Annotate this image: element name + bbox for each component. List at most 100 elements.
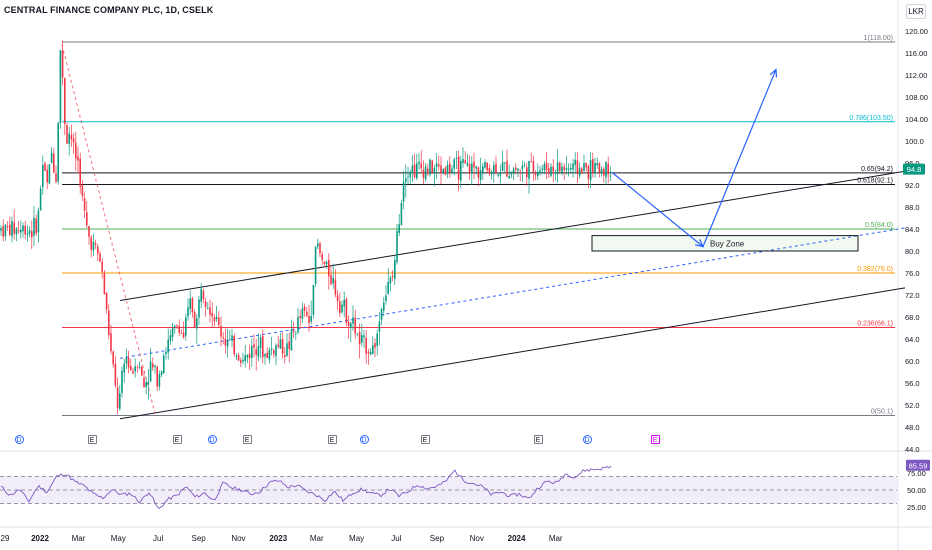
candle-body xyxy=(378,321,381,332)
price-tick-label: 104.00 xyxy=(905,115,928,124)
candle-body xyxy=(400,203,403,226)
candle-body xyxy=(28,230,31,234)
symbol-title: CENTRAL FINANCE COMPANY PLC, 1D, CSELK xyxy=(4,5,214,15)
candle-body xyxy=(385,295,387,302)
candle-body xyxy=(270,348,273,350)
price-tick-label: 88.0 xyxy=(905,203,920,212)
earnings-event-marker[interactable]: E xyxy=(420,435,430,444)
candle-body xyxy=(534,173,537,176)
candles-group xyxy=(0,40,612,415)
candle-body xyxy=(363,335,365,338)
candle-body xyxy=(545,162,548,171)
projection-arrow-up xyxy=(702,69,777,247)
candle-body xyxy=(290,329,293,351)
candle-body xyxy=(213,317,216,322)
candle-body xyxy=(121,370,123,393)
candle-body xyxy=(422,169,425,178)
candle-body xyxy=(369,351,372,355)
earnings-event-marker[interactable]: E xyxy=(533,435,543,444)
candle-body xyxy=(493,165,495,174)
candle-body xyxy=(402,181,405,202)
candle-body xyxy=(499,172,502,176)
earnings-event-marker[interactable]: E xyxy=(650,435,660,444)
candle-body xyxy=(334,279,337,295)
dividend-event-marker[interactable]: D xyxy=(582,435,592,444)
price-tick-label: 96.0 xyxy=(905,159,920,168)
dividend-event-marker[interactable]: D xyxy=(359,435,369,444)
candle-body xyxy=(504,162,506,164)
last-price-value: 94.8 xyxy=(907,165,922,174)
candle-body xyxy=(323,261,326,264)
candle-body xyxy=(325,262,328,265)
candle-body xyxy=(528,161,530,179)
candle-body xyxy=(75,142,77,159)
candle-body xyxy=(345,299,348,323)
candle-body xyxy=(55,173,57,182)
candle-body xyxy=(387,281,389,294)
candle-body xyxy=(523,165,526,167)
candle-body xyxy=(273,350,275,355)
candle-body xyxy=(149,361,152,382)
earnings-event-marker[interactable]: E xyxy=(87,435,97,444)
projection-arrow-down xyxy=(611,171,704,248)
candle-body xyxy=(576,160,579,175)
candle-body xyxy=(59,50,62,124)
currency-button[interactable]: LKR xyxy=(906,4,926,19)
candle-body xyxy=(169,335,172,341)
candle-body xyxy=(72,138,75,143)
rsi-value-tag xyxy=(906,459,930,471)
candle-body xyxy=(185,317,187,336)
candle-body xyxy=(220,325,222,337)
candle-body xyxy=(583,163,585,171)
price-tick-label: 100.0 xyxy=(905,137,924,146)
candle-body xyxy=(312,284,315,315)
candle-body xyxy=(119,393,121,409)
candle-body xyxy=(420,163,422,169)
candle-body xyxy=(180,333,183,334)
candle-body xyxy=(224,338,227,346)
candle-body xyxy=(39,188,42,211)
dividend-event-marker[interactable]: D xyxy=(14,435,24,444)
candle-body xyxy=(367,351,370,354)
dividend-event-marker[interactable]: D xyxy=(207,435,217,444)
earnings-event-marker[interactable]: E xyxy=(172,435,182,444)
candle-body xyxy=(61,50,64,78)
earnings-event-marker[interactable]: E xyxy=(327,435,337,444)
candle-body xyxy=(396,231,398,263)
time-tick-label: 2022 xyxy=(31,534,49,543)
candle-body xyxy=(457,156,460,180)
candle-body xyxy=(134,366,136,372)
candle-body xyxy=(477,167,480,178)
price-tick-label: 68.0 xyxy=(905,313,920,322)
price-tick-label: 84.0 xyxy=(905,225,920,234)
time-tick-label: Jul xyxy=(153,534,163,543)
candle-body xyxy=(97,246,99,254)
candle-body xyxy=(13,222,15,234)
time-tick-label: Sep xyxy=(430,534,445,543)
candle-body xyxy=(563,166,565,171)
candle-body xyxy=(497,174,499,176)
candle-body xyxy=(114,363,117,386)
candle-body xyxy=(292,330,295,333)
candle-body xyxy=(361,335,363,343)
candle-body xyxy=(79,158,81,187)
price-tick-label: 112.00 xyxy=(905,71,927,80)
channel-upper-line xyxy=(119,170,906,301)
candle-body xyxy=(600,169,603,173)
price-tick-label: 120.00 xyxy=(905,27,928,36)
candle-body xyxy=(125,357,128,364)
candle-body xyxy=(512,168,515,173)
price-tick-label: 44.0 xyxy=(905,445,920,454)
candle-body xyxy=(587,166,590,179)
candle-body xyxy=(31,231,33,238)
earnings-event-marker[interactable]: E xyxy=(242,435,252,444)
candle-body xyxy=(475,166,477,169)
candle-body xyxy=(352,317,354,324)
candle-body xyxy=(233,336,235,355)
candle-body xyxy=(407,177,409,178)
candle-body xyxy=(189,298,191,309)
candle-body xyxy=(468,164,471,174)
candle-body xyxy=(178,326,180,333)
